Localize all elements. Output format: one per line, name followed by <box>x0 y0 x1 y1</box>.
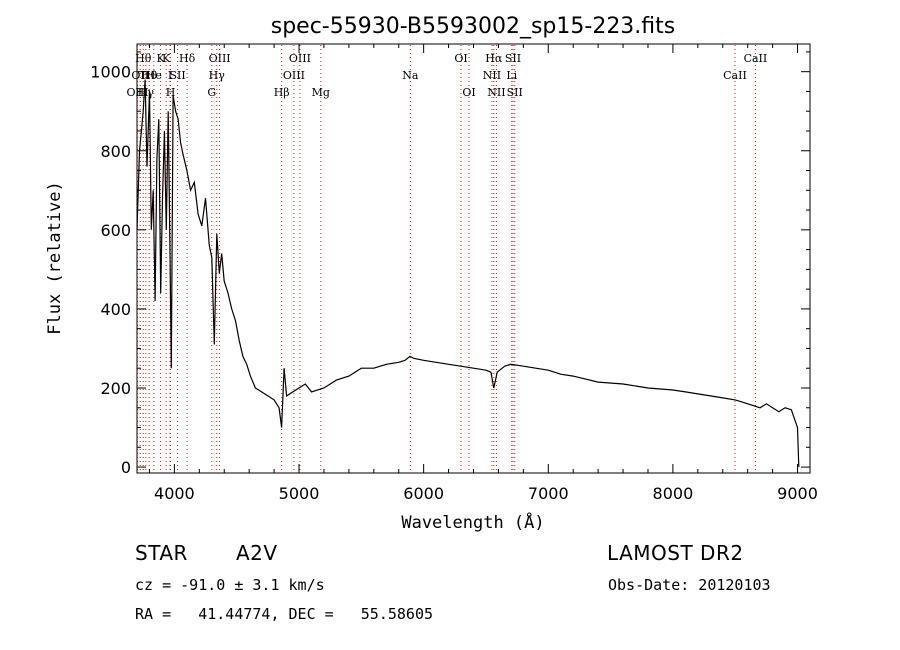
spectral-line-label: OI <box>462 86 475 99</box>
y-tick-label: 200 <box>100 379 131 398</box>
spectral-line-label: K <box>162 52 171 65</box>
coordinates: RA = 41.44774, DEC = 55.58605 <box>135 605 434 623</box>
y-tick-label: 600 <box>100 221 131 240</box>
spectral-line-label: H <box>166 86 176 99</box>
y-axis-ticks: 0 200 400 600 800 1000 <box>90 51 810 477</box>
y-tick-label: 400 <box>100 300 131 319</box>
spectral-line-label: SII <box>507 86 523 99</box>
y-axis-label: Flux (relative) <box>45 181 65 335</box>
spectral-line-label: Hα <box>485 52 503 65</box>
spectral-line-label: Li <box>506 69 517 82</box>
spectral-line-label: NII <box>487 86 505 99</box>
spectral-line-label: I <box>168 69 172 82</box>
spectral-line-label: OI <box>454 52 467 65</box>
spectral-line-label: SII <box>170 69 186 82</box>
spectral-line-markers <box>136 45 756 472</box>
y-tick-label: 1000 <box>90 63 131 82</box>
spectral-line-label: OIII <box>289 52 311 65</box>
spectral-line-label: Hβ <box>274 86 290 99</box>
spectral-line-label: Hθ <box>135 52 152 65</box>
plot-frame <box>136 43 811 474</box>
redshift-value: cz = -91.0 ± 3.1 km/s <box>135 576 325 594</box>
spectral-line-label: OIII <box>283 69 305 82</box>
y-tick-label: 0 <box>121 458 131 477</box>
spectral-line-label: Hγ <box>209 69 226 82</box>
spectral-line-label: SII <box>505 52 521 65</box>
spectral-line-label: OIII <box>126 86 148 99</box>
spectral-line-label: OIII <box>209 52 231 65</box>
observation-date: Obs-Date: 20120103 <box>608 576 771 594</box>
spectral-line-label: Hδ <box>179 52 196 65</box>
x-axis-label: Wavelength (Å) <box>401 511 544 533</box>
y-tick-label: 800 <box>100 142 131 161</box>
object-subclass: A2V <box>236 541 278 565</box>
spectral-line-label: OII <box>131 69 149 82</box>
spectral-line-label: CaII <box>744 52 768 65</box>
x-tick-label: 8000 <box>653 484 694 503</box>
spectral-line-label: Hγ <box>138 86 155 99</box>
spectral-line-label: NII <box>483 69 501 82</box>
x-tick-label: 5000 <box>279 484 320 503</box>
spectral-line-label: K <box>156 52 165 65</box>
x-tick-label: 7000 <box>528 484 569 503</box>
spectral-line-label: Mg <box>312 86 330 99</box>
spectrum-series-line <box>136 79 800 468</box>
spectral-line-label: G <box>207 86 216 99</box>
x-tick-label: 6000 <box>403 484 444 503</box>
spectral-line-label: CaII <box>723 69 747 82</box>
survey-name: LAMOST DR2 <box>607 541 744 565</box>
x-tick-label: 4000 <box>154 484 195 503</box>
spectral-line-labels: OIIIOIIHθHγHθHeKKIHSIIHδGHγOIIIHβOIIIOII… <box>126 52 767 99</box>
spectral-line-label: Hθ <box>141 69 158 82</box>
object-class: STAR <box>135 541 188 565</box>
spectral-line-label: He <box>146 69 162 82</box>
x-axis-ticks: 4000 5000 6000 7000 8000 9000 <box>148 44 818 503</box>
x-tick-label: 9000 <box>777 484 818 503</box>
chart-title: spec-55930-B5593002_sp15-223.fits <box>271 14 676 39</box>
spectral-line-label: Na <box>402 69 419 82</box>
